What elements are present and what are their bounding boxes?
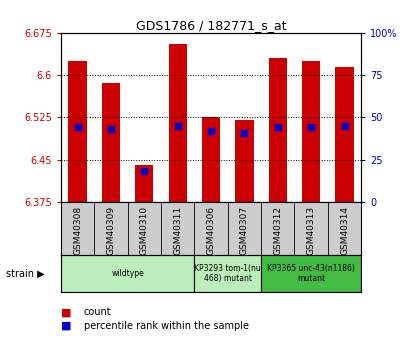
Point [174, 123, 181, 128]
Point [74, 125, 81, 130]
Bar [135, 165, 153, 202]
Point [108, 126, 114, 132]
Bar [202, 117, 220, 202]
Text: GSM40312: GSM40312 [273, 206, 282, 255]
Point [208, 128, 215, 134]
Text: GSM40309: GSM40309 [106, 206, 116, 255]
Text: GSM40306: GSM40306 [207, 206, 215, 255]
Point [341, 123, 348, 128]
Bar [335, 67, 354, 202]
Text: strain ▶: strain ▶ [6, 268, 45, 278]
Text: GSM40307: GSM40307 [240, 206, 249, 255]
Bar [102, 83, 120, 202]
Text: KP3365 unc-43(n1186)
mutant: KP3365 unc-43(n1186) mutant [267, 264, 355, 283]
Text: GSM40313: GSM40313 [307, 206, 316, 255]
Bar [194, 255, 261, 292]
Text: count: count [84, 307, 112, 317]
Text: KP3293 tom-1(nu
468) mutant: KP3293 tom-1(nu 468) mutant [194, 264, 261, 283]
Text: GSM40314: GSM40314 [340, 206, 349, 255]
Text: GSM40310: GSM40310 [140, 206, 149, 255]
Text: GSM40308: GSM40308 [73, 206, 82, 255]
Bar [261, 255, 361, 292]
Text: GSM40311: GSM40311 [173, 206, 182, 255]
Bar [269, 58, 287, 202]
Text: ■: ■ [61, 321, 75, 331]
Text: wildtype: wildtype [111, 269, 144, 278]
Title: GDS1786 / 182771_s_at: GDS1786 / 182771_s_at [136, 19, 286, 32]
Bar [68, 61, 87, 202]
Text: percentile rank within the sample: percentile rank within the sample [84, 321, 249, 331]
Point [241, 130, 248, 135]
Point [308, 125, 315, 130]
Bar [61, 255, 194, 292]
Bar [235, 120, 254, 202]
Bar [168, 44, 187, 202]
Bar [302, 61, 320, 202]
Point [141, 169, 148, 174]
Point [274, 125, 281, 130]
Text: ■: ■ [61, 307, 75, 317]
